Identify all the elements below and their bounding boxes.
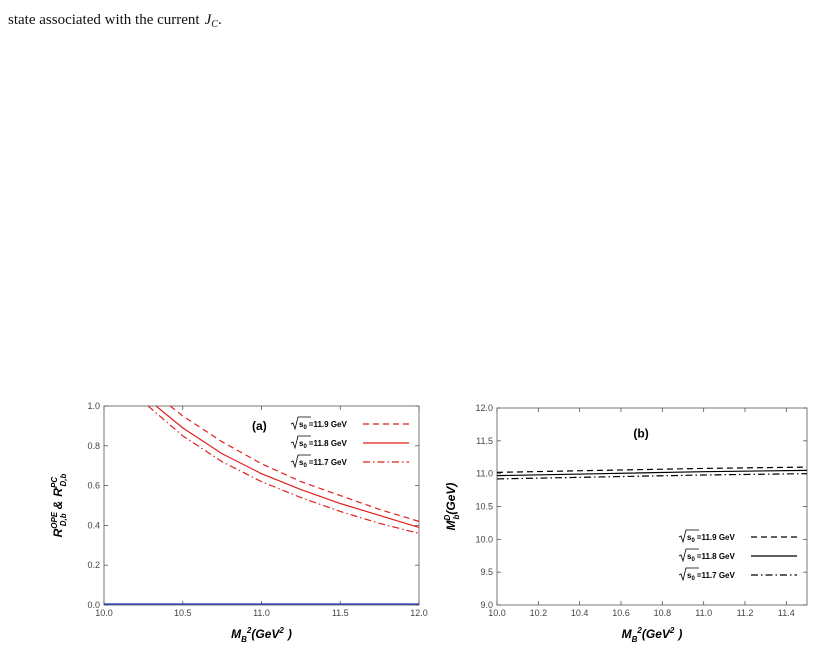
axis-label-part: 2 bbox=[278, 626, 284, 635]
y-tick-label: 1.0 bbox=[87, 401, 100, 411]
panel-label: (b) bbox=[633, 427, 648, 441]
plot-frame bbox=[496, 407, 808, 606]
axis-label-part: ) bbox=[676, 627, 682, 641]
x-axis-label: MB2(GeV2) bbox=[622, 626, 683, 644]
x-tick-label: 10.6 bbox=[612, 608, 630, 618]
legend-part: 0 bbox=[691, 557, 695, 563]
legend-label: s0 =11.8 GeV bbox=[687, 552, 735, 563]
y-axis-label: MDb(GeV) bbox=[443, 483, 461, 531]
axis-label-part: R bbox=[51, 488, 65, 497]
axis-label-part: 2 bbox=[669, 626, 675, 635]
legend-part: 0 bbox=[303, 444, 307, 450]
x-tick-label: 11.0 bbox=[695, 608, 712, 618]
sqrt-symbol bbox=[290, 454, 311, 469]
axis-label-part: 2 bbox=[636, 626, 642, 635]
y-tick-label: 11.5 bbox=[476, 436, 493, 446]
legend-part: s bbox=[687, 571, 692, 580]
paragraph: state associated with the current JC. bbox=[8, 12, 222, 30]
y-tick-label: 10.5 bbox=[475, 502, 493, 512]
legend-label: s0 =11.7 GeV bbox=[299, 458, 347, 469]
legend-label: s0 =11.8 GeV bbox=[299, 439, 347, 450]
legend-part: =11.8 GeV bbox=[309, 439, 348, 448]
x-tick-label: 10.2 bbox=[530, 608, 548, 618]
axis-label-part: M bbox=[622, 627, 633, 641]
legend-part: =11.7 GeV bbox=[697, 571, 736, 580]
sqrt-symbol bbox=[290, 416, 311, 431]
axis-label-part: 2 bbox=[246, 626, 252, 635]
sqrt-symbol bbox=[290, 435, 311, 450]
legend-label: s0 =11.9 GeV bbox=[299, 420, 347, 431]
legend-part: 0 bbox=[303, 463, 307, 469]
axis-label-part: (GeV bbox=[642, 627, 671, 641]
x-tick-label: 10.0 bbox=[95, 608, 113, 618]
sqrt-symbol bbox=[678, 548, 699, 563]
legend-part: =11.8 GeV bbox=[697, 552, 736, 561]
axis-label-part: B bbox=[241, 635, 247, 644]
y-axis-label: ROPED,b&RPCD,b bbox=[50, 473, 68, 537]
axis-label-part: D,b bbox=[59, 473, 68, 486]
series-line bbox=[169, 405, 420, 522]
x-tick-label: 10.8 bbox=[654, 608, 672, 618]
y-tick-label: 0.2 bbox=[87, 560, 100, 570]
panel-label: (a) bbox=[252, 419, 267, 433]
axis-label-part: B bbox=[632, 635, 638, 644]
series-line bbox=[155, 405, 420, 528]
axis-label-part: PC bbox=[50, 477, 59, 488]
y-tick-label: 0.4 bbox=[87, 520, 100, 530]
y-tick-label: 11.0 bbox=[476, 469, 493, 479]
paragraph-end: . bbox=[218, 12, 222, 28]
legend-part: =11.7 GeV bbox=[309, 458, 348, 467]
axis-label-part: b bbox=[452, 514, 461, 519]
axis-label-part: D,b bbox=[59, 513, 68, 526]
axis-label-part: (GeV) bbox=[444, 483, 458, 515]
legend-part: s bbox=[299, 439, 304, 448]
legend-part: 0 bbox=[691, 538, 695, 544]
legend-part: s bbox=[687, 552, 692, 561]
y-tick-label: 12.0 bbox=[475, 403, 493, 413]
axis-label-part: D bbox=[443, 514, 452, 520]
paragraph-text: state associated with the current bbox=[8, 12, 200, 28]
legend-part: s bbox=[299, 458, 304, 467]
legend-label: s0 =11.7 GeV bbox=[687, 571, 735, 582]
sqrt-symbol bbox=[678, 567, 699, 582]
y-tick-label: 9.0 bbox=[480, 600, 493, 610]
series-line bbox=[496, 473, 808, 480]
axis-label-part: M bbox=[231, 627, 242, 641]
y-tick-label: 0.8 bbox=[87, 441, 100, 451]
x-tick-label: 11.2 bbox=[737, 608, 754, 618]
sqrt-symbol bbox=[678, 529, 699, 544]
x-tick-label: 11.5 bbox=[332, 608, 349, 618]
series-line bbox=[147, 405, 420, 534]
x-tick-label: 10.5 bbox=[174, 608, 192, 618]
axis-label-part: R bbox=[51, 528, 65, 537]
math-symbol: J bbox=[205, 12, 213, 28]
legend-part: 0 bbox=[691, 576, 695, 582]
axis-label-part: M bbox=[444, 519, 458, 530]
y-tick-label: 0.6 bbox=[87, 481, 100, 491]
y-tick-label: 10.0 bbox=[475, 534, 493, 544]
legend-part: 0 bbox=[303, 425, 307, 431]
math-subscript: C bbox=[211, 19, 218, 30]
series-line bbox=[496, 469, 808, 477]
x-tick-label: 11.0 bbox=[253, 608, 270, 618]
x-tick-label: 10.4 bbox=[571, 608, 589, 618]
plot-frame bbox=[103, 405, 420, 606]
y-tick-label: 9.5 bbox=[480, 567, 493, 577]
series-line bbox=[496, 466, 808, 473]
legend-part: =11.9 GeV bbox=[309, 420, 348, 429]
x-tick-label: 11.4 bbox=[778, 608, 795, 618]
axis-label-part: (GeV bbox=[251, 627, 280, 641]
axis-label-part: OPE bbox=[50, 511, 59, 529]
legend-label: s0 =11.9 GeV bbox=[687, 533, 735, 544]
legend-part: s bbox=[687, 533, 692, 542]
x-tick-label: 10.0 bbox=[488, 608, 506, 618]
legend-part: =11.9 GeV bbox=[697, 533, 736, 542]
axis-label-part: & bbox=[51, 501, 65, 510]
y-tick-label: 0.0 bbox=[87, 600, 100, 610]
x-tick-label: 12.0 bbox=[410, 608, 428, 618]
legend-part: s bbox=[299, 420, 304, 429]
x-axis-label: MB2(GeV2) bbox=[231, 626, 292, 644]
axis-label-part: ) bbox=[286, 627, 292, 641]
